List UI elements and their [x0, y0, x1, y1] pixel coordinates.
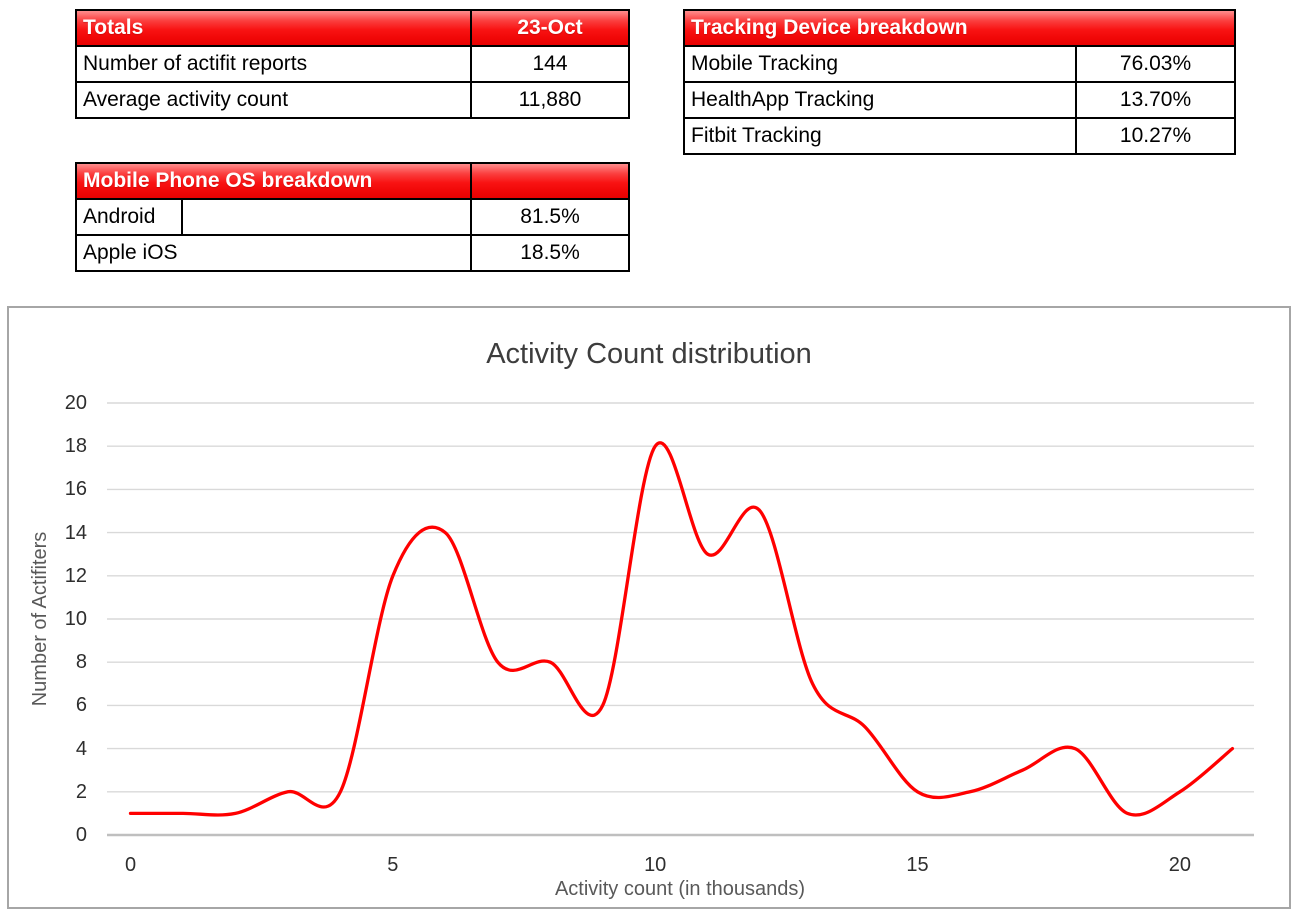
x-tick-label: 10 [644, 854, 667, 876]
activity-count-chart: Activity Count distribution Number of Ac… [7, 306, 1291, 909]
table-row: Android 81.5% [75, 198, 630, 236]
os-row2-value: 18.5% [470, 234, 630, 272]
tracking-row1-label: Mobile Tracking [683, 45, 1077, 83]
totals-row1-label: Number of actifit reports [75, 45, 472, 83]
y-tick-label: 12 [64, 564, 87, 587]
tracking-device-table: Tracking Device breakdown Mobile Trackin… [682, 9, 1237, 155]
totals-row1-value: 144 [470, 45, 630, 83]
os-row1-label-cell: Android [75, 198, 472, 236]
totals-header-row: Totals 23-Oct [75, 9, 630, 47]
y-tick-label: 2 [75, 780, 87, 803]
totals-row2-value: 11,880 [470, 81, 630, 119]
y-tick-label: 18 [64, 435, 87, 458]
totals-row2-label: Average activity count [75, 81, 472, 119]
os-row1-label: Android [83, 205, 156, 228]
y-tick-label: 20 [64, 392, 87, 414]
totals-header-label: Totals [75, 9, 472, 47]
os-row1-value: 81.5% [470, 198, 630, 236]
os-header-row: Mobile Phone OS breakdown [75, 162, 630, 200]
tracking-header-row: Tracking Device breakdown [682, 9, 1237, 47]
y-tick-label: 0 [75, 824, 87, 846]
y-tick-label: 14 [64, 521, 87, 544]
tracking-row2-label: HealthApp Tracking [683, 81, 1077, 119]
tracking-header-label: Tracking Device breakdown [682, 9, 1237, 47]
cell-divider [181, 201, 183, 233]
x-tick-label: 20 [1168, 854, 1192, 876]
os-row2-label: Apple iOS [75, 234, 472, 272]
table-row: Mobile Tracking 76.03% [683, 45, 1237, 83]
y-tick-label: 8 [75, 651, 87, 674]
y-tick-label: 16 [64, 478, 87, 501]
tracking-row1-value: 76.03% [1074, 45, 1237, 83]
table-row: Average activity count 11,880 [75, 81, 630, 119]
chart-title: Activity Count distribution [486, 338, 812, 370]
totals-header-date: 23-Oct [470, 9, 630, 47]
x-tick-label: 15 [906, 854, 929, 876]
y-tick-label: 10 [64, 608, 87, 630]
x-tick-label: 5 [387, 854, 399, 876]
mobile-os-table: Mobile Phone OS breakdown Android 81.5% … [75, 162, 630, 272]
y-tick-label: 4 [75, 737, 87, 760]
os-header-label: Mobile Phone OS breakdown [75, 162, 472, 200]
x-tick-label: 0 [124, 854, 137, 876]
os-header-empty-cell [470, 162, 630, 200]
plot-area [107, 402, 1254, 837]
x-axis-title: Activity count (in thousands) [554, 878, 806, 900]
table-row: Number of actifit reports 144 [75, 45, 630, 83]
y-tick-label: 6 [75, 694, 87, 717]
table-row: HealthApp Tracking 13.70% [683, 81, 1237, 119]
table-row: Apple iOS 18.5% [75, 234, 630, 272]
tracking-row2-value: 13.70% [1074, 81, 1237, 119]
tracking-row3-label: Fitbit Tracking [683, 117, 1077, 155]
distribution-curve [128, 441, 1235, 817]
totals-table: Totals 23-Oct Number of actifit reports … [75, 9, 630, 119]
tracking-row3-value: 10.27% [1074, 117, 1237, 155]
table-row: Fitbit Tracking 10.27% [683, 117, 1237, 155]
